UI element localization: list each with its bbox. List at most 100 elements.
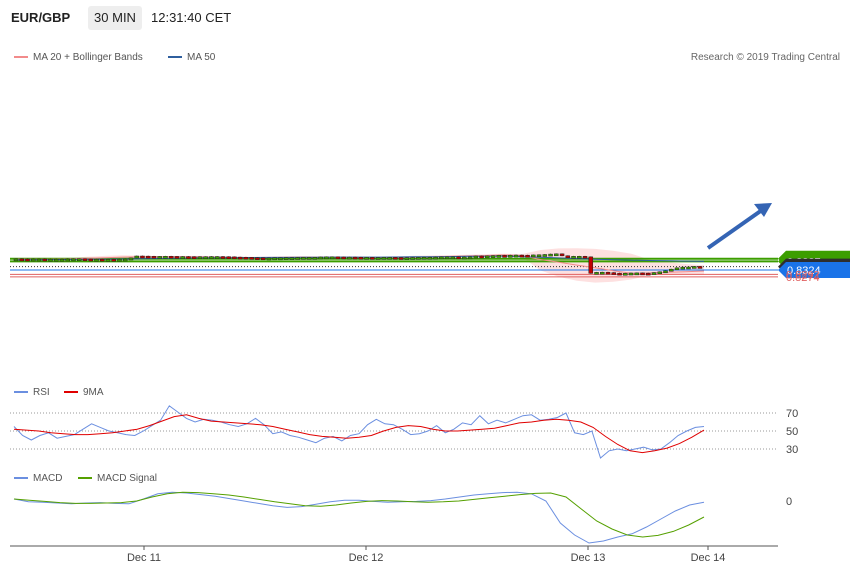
candle-body (669, 268, 674, 272)
candle-body (525, 254, 530, 258)
candle-body (628, 272, 634, 276)
forecast-arrow-shaft (706, 208, 764, 250)
legend-macd-swatch (14, 477, 28, 480)
candle-body (59, 258, 65, 262)
candle-body (19, 258, 24, 262)
candle-body (565, 255, 571, 259)
candle-body (13, 258, 19, 262)
candle-body (485, 255, 490, 259)
candle-body (692, 266, 697, 269)
candle-body (531, 254, 536, 258)
candle-body (163, 256, 168, 259)
candle-body (42, 258, 47, 262)
candle-body (640, 272, 645, 276)
candle-body (617, 272, 622, 276)
candle-body (473, 255, 479, 259)
legend-rsi-swatch (14, 391, 28, 394)
bollinger-band-area (14, 248, 704, 283)
candle-body (462, 256, 467, 260)
candle-body (536, 254, 542, 258)
price-level-tag-3 (778, 262, 850, 278)
candle-body (393, 257, 398, 260)
price-level-label-4: 0.8292 (786, 269, 820, 281)
candle-body (266, 257, 272, 261)
legend-rsi: RSI (14, 387, 50, 398)
rsi-tick-label: 30 (786, 444, 798, 456)
candle-body (347, 256, 352, 260)
legend-macd: MACD (14, 473, 62, 484)
candle-body (467, 256, 473, 260)
candle-body (301, 257, 306, 260)
legend-9ma-swatch (64, 391, 78, 394)
candle-body (278, 257, 283, 261)
price-level-label-3: 0.8324 (787, 265, 821, 277)
candle-body (657, 271, 663, 275)
candle-body (456, 256, 461, 260)
candle-body (329, 256, 335, 260)
legend-macd-signal-label: MACD Signal (97, 473, 158, 484)
candle-body (439, 256, 444, 260)
candle-body (53, 258, 59, 262)
candle-body (48, 258, 53, 262)
candle-body (65, 258, 70, 262)
candle-body (306, 257, 312, 260)
candle-body (249, 257, 254, 260)
candle-body (513, 254, 519, 258)
candle-body (36, 258, 42, 262)
macd-signal-line (13, 491, 705, 538)
candle-body (140, 255, 145, 259)
candle-body (128, 257, 134, 261)
rsi-line (13, 405, 705, 459)
legend-9ma: 9MA (64, 387, 104, 398)
candle-body (203, 256, 208, 259)
legend-bollinger-swatch (14, 56, 28, 59)
macd-panel: 0 (13, 491, 792, 544)
candle-body (88, 258, 93, 262)
candle-body (145, 255, 151, 259)
timeframe-badge[interactable]: 30 MIN (88, 6, 142, 30)
candle-body (508, 254, 513, 258)
candle-body (289, 257, 295, 260)
candle-body (157, 256, 162, 259)
candle-body (82, 258, 88, 262)
candle-body (582, 256, 588, 259)
candle-body (370, 257, 375, 260)
candle-body (588, 256, 594, 274)
candle-body (312, 257, 318, 260)
candle-body (398, 257, 404, 260)
price-level-label-5: 0.8274 (786, 272, 820, 284)
candle-body (111, 259, 116, 262)
candle-body (174, 256, 180, 259)
candle-body (375, 257, 381, 260)
candle-body (335, 256, 341, 260)
candle-body (571, 256, 576, 259)
x-tick-label: Dec 13 (571, 552, 606, 564)
candle-body (381, 257, 387, 260)
candle-body (674, 267, 680, 271)
candle-body (651, 272, 657, 275)
candle-body (151, 256, 157, 259)
candle-body (404, 257, 410, 260)
x-tick-label: Dec 12 (349, 552, 384, 564)
candle-body (502, 255, 507, 258)
x-tick-label: Dec 14 (691, 552, 726, 564)
candle-body (646, 272, 651, 276)
candle-body (220, 256, 226, 259)
candle-body (295, 257, 300, 260)
candle-body (71, 258, 76, 262)
legend-ma50: MA 50 (168, 52, 215, 63)
candle-body (427, 257, 433, 260)
candle-body (444, 256, 450, 260)
macd-tick-label: 0 (786, 496, 792, 508)
candle-body (433, 256, 438, 260)
credit-text: Research © 2019 Trading Central (690, 52, 840, 63)
candle-body (697, 266, 703, 269)
candle-body (209, 256, 214, 259)
candle-body (117, 258, 122, 262)
candle-body (168, 256, 174, 259)
candle-body (577, 256, 582, 259)
candle-body (496, 255, 502, 258)
candle-body (134, 255, 139, 259)
